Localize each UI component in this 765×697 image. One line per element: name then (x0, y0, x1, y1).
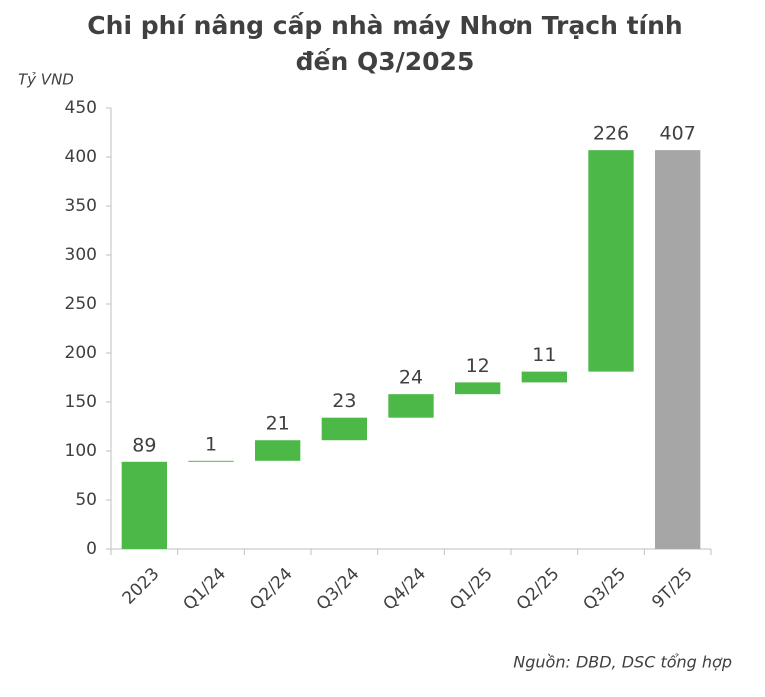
x-tick-label: Q1/25 (446, 564, 497, 615)
data-label: 24 (399, 367, 423, 389)
data-label: 89 (132, 434, 156, 456)
bar (321, 417, 367, 441)
x-tick-label: 9T/25 (648, 564, 696, 612)
y-axis-unit: Tỷ VND (18, 71, 74, 89)
bar (455, 382, 501, 395)
y-tick-label: 100 (65, 441, 97, 461)
x-tick-label: Q3/25 (579, 564, 630, 615)
bar (588, 150, 634, 372)
bar (521, 371, 567, 383)
y-tick-label: 50 (75, 490, 97, 510)
y-tick-label: 150 (65, 392, 97, 412)
y-tick-label: 350 (65, 196, 97, 216)
bar (188, 460, 234, 462)
total-bar (655, 150, 701, 549)
y-tick-label: 400 (65, 147, 97, 167)
x-tick-label: Q2/25 (513, 564, 564, 615)
y-tick-label: 250 (65, 294, 97, 314)
x-tick-label: Q3/24 (313, 564, 364, 615)
y-tick-label: 200 (65, 343, 97, 363)
chart-title: Chi phí nâng cấp nhà máy Nhơn Trạch tính… (87, 11, 683, 76)
data-label: 1 (205, 433, 217, 455)
data-label: 12 (466, 355, 490, 377)
bar (255, 440, 301, 461)
data-label: 226 (593, 123, 629, 145)
x-tick-label: Q1/24 (179, 564, 230, 615)
x-tick-label: Q4/24 (379, 564, 430, 615)
data-label: 21 (266, 413, 290, 435)
x-tick-label: 2023 (119, 564, 164, 609)
x-tick-label: Q2/24 (246, 564, 297, 615)
y-tick-label: 450 (65, 98, 97, 118)
y-tick-label: 300 (65, 245, 97, 265)
data-label: 407 (660, 123, 696, 145)
y-tick-label: 0 (86, 539, 97, 559)
source-note: Nguồn: DBD, DSC tổng hợp (513, 653, 732, 672)
bar (388, 394, 434, 418)
data-label: 11 (532, 344, 556, 366)
data-label: 23 (332, 390, 356, 412)
bar (121, 461, 167, 549)
